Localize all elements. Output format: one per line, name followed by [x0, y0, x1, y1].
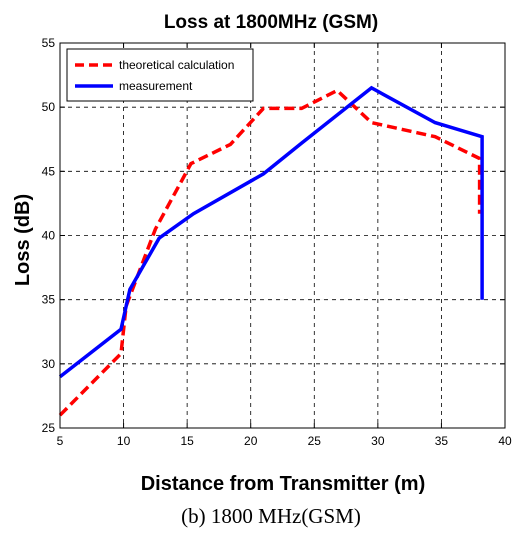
series-layer [58, 85, 484, 417]
x-tick-label: 20 [244, 434, 258, 448]
ticks: 5 10 15 20 25 30 35 40 25 30 35 40 45 50 55 [42, 36, 512, 448]
chart-title: Loss at 1800MHz (GSM) [164, 12, 378, 33]
x-tick-label: 40 [498, 434, 512, 448]
legend-box [66, 48, 254, 102]
x-axis-label: Distance from Transmitter (m) [141, 473, 426, 495]
y-tick-label: 35 [42, 293, 56, 307]
grid [60, 43, 505, 428]
x-tick-label: 10 [117, 434, 131, 448]
y-tick-label: 55 [42, 36, 56, 50]
legend: theoretical calculation measurement [66, 48, 254, 102]
x-tick-label: 30 [371, 434, 385, 448]
series-line-measurement [58, 85, 484, 379]
legend-label-measurement: measurement [119, 79, 193, 93]
y-axis-label: Loss (dB) [12, 194, 34, 286]
x-tick-label: 15 [180, 434, 194, 448]
y-tick-label: 30 [42, 357, 56, 371]
y-tick-label: 50 [42, 100, 56, 114]
legend-label-theoretical: theoretical calculation [119, 58, 234, 72]
x-tick-label: 5 [57, 434, 64, 448]
y-tick-label: 40 [42, 229, 56, 243]
y-tick-label: 45 [42, 164, 56, 178]
x-tick-label: 25 [308, 434, 322, 448]
x-tick-label: 35 [435, 434, 449, 448]
y-tick-label: 25 [42, 421, 56, 435]
figure-caption: (b) 1800 MHz(GSM) [181, 504, 361, 528]
series-line-theoretical [58, 88, 482, 417]
